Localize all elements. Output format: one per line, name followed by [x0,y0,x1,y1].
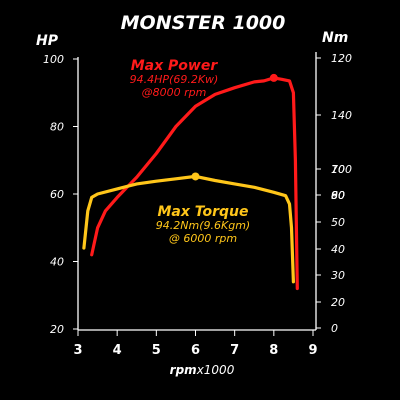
y-right-tick-label: 60 [331,189,345,202]
y-right-tick-label: 140 [331,109,352,122]
y-left-ticks: 20 40 60 80 100 [43,53,78,336]
power-annotation: Max Power 94.4HP(69.2Kw) @8000 rpm [130,58,219,99]
x-tick-label: 5 [152,343,161,358]
x-tick-label: 4 [113,343,122,358]
y-left-tick-label: 60 [50,188,64,201]
y-right-tick-label: 100 [331,163,352,176]
power-peak-marker [269,73,278,82]
y-right-tick-label: 90 [331,189,345,202]
y-right-tick-label: 70 [331,163,345,176]
y-right-tick-label: 120 [331,52,352,65]
y-right-tick-label: 80 [331,189,345,202]
y-left-unit-label: HP [36,33,59,49]
x-tick-label: 3 [73,343,82,358]
y-right-tick-label: 40 [331,243,345,256]
x-tick-label: 8 [269,343,278,358]
torque-annotation-line1: 94.2Nm(9.6Kgm) [156,219,250,232]
series-layer [82,73,299,291]
power-annotation-line1: 94.4HP(69.2Kw) [130,73,219,86]
power-annotation-head: Max Power [131,58,219,74]
power-annotation-line2: @8000 rpm [142,86,207,99]
torque-peak-marker [191,172,200,181]
torque-annotation-head: Max Torque [157,204,248,220]
x-tick-label: 6 [191,343,200,358]
x-axis-label-bold: rpm [170,363,197,377]
chart-title: MONSTER 1000 [121,12,286,34]
x-tick-label: 9 [308,343,317,358]
y-left-tick-label: 80 [50,121,64,134]
x-tick-label: 7 [230,343,239,358]
y-left-tick-label: 100 [43,53,64,66]
x-axis-label-rest: x1000 [196,363,235,377]
y-left-tick-label: 40 [50,256,64,269]
power-curve [90,76,299,291]
y-right-unit-label: Nm [322,30,348,46]
y-right-tick-label: 30 [331,269,345,282]
y-right-tick-label: 20 [331,296,345,309]
x-axis-label: rpmx1000 [170,363,235,377]
x-ticks: 3 4 5 6 7 8 9 [73,330,318,358]
y-right-tick-label: 50 [331,216,345,229]
torque-annotation-line2: @ 6000 rpm [169,232,237,245]
torque-annotation: Max Torque 94.2Nm(9.6Kgm) @ 6000 rpm [156,204,250,245]
y-right-tick-label: 0 [331,322,338,335]
y-left-tick-label: 20 [50,323,64,336]
